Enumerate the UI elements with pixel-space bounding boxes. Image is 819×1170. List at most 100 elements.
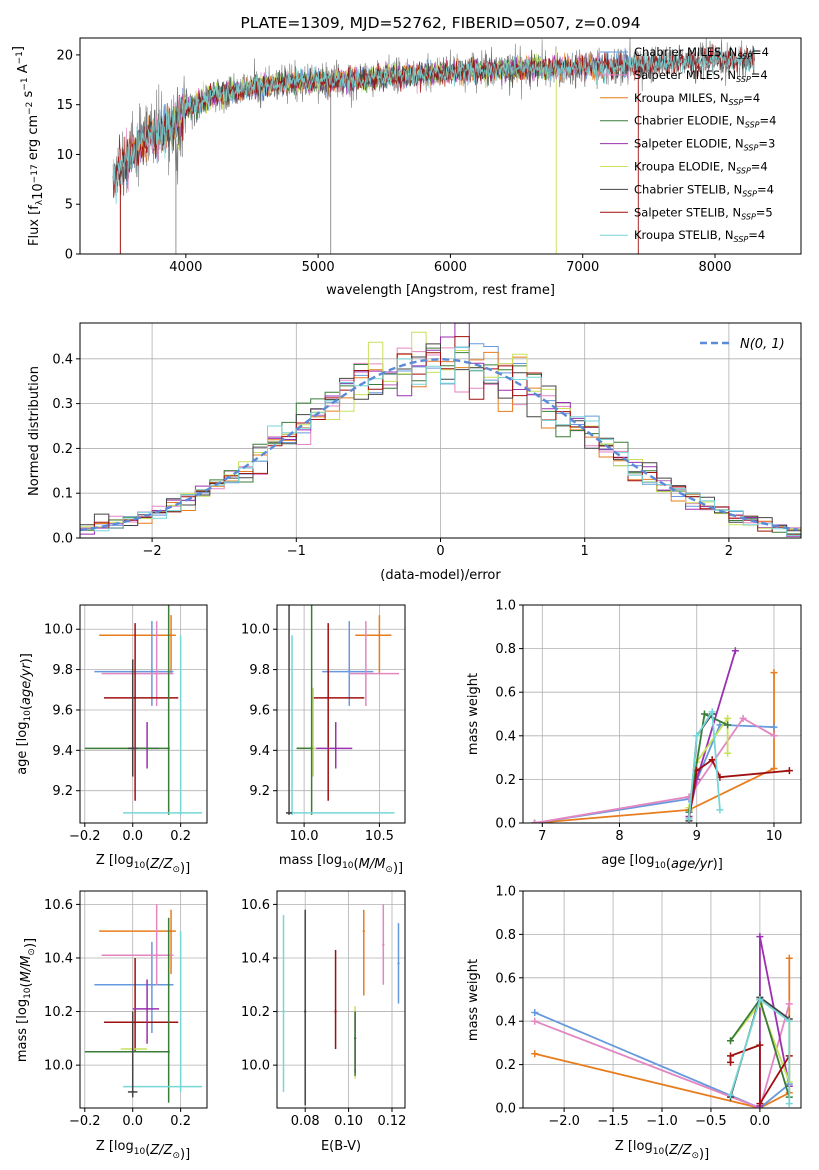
errorbar-chabrier-elodie [353,1011,357,1076]
axes-Z-mass: −0.2 0.0 0.210.010.210.410.6Z [log10(Z/Z⊙)… [15,890,208,1162]
weight-marker [531,1017,539,1025]
weight-marker [716,806,724,814]
y-axis-label: Flux [fλ10−17 erg cm−2 s−1 A−1] [11,46,46,246]
errorbar-chabrier-miles [397,923,400,1004]
legend-sub: SSP [744,144,759,153]
x-tick-label: 10.5 [365,829,394,844]
x-axis-label: mass [log10(M/M⊙)] [279,853,403,876]
weight-marker [531,1009,539,1017]
legend-nssp: =4 [743,91,760,105]
axes-spectrum: 4000 5000 6000 7000 8000 0 5 10 15 20 PLATE=1309, … [11,14,802,298]
y-tick-label: 10 [56,148,73,163]
ticks: 10.0 10.5 9.2 9.4 9.6 9.8 10.0 [241,623,394,844]
weight-marker [785,1100,793,1108]
weights-salpeter-miles [531,714,778,823]
label-part: 10 [23,987,33,999]
label-part: Z/Z [149,1143,173,1158]
label-part: ⊙ [172,1151,180,1161]
legend-label-kroupa-stelib: Kroupa STELIB, NSSP=4 [634,228,765,244]
x-tick-label: 1 [581,544,589,559]
weight-marker [756,1041,764,1049]
label-part: )] [180,861,190,876]
x-axis-label: Z [log10(Z/Z⊙)] [96,853,190,876]
legend-name: Salpeter MILES, N [634,68,736,82]
y-tick-label: 0.2 [495,773,516,788]
errorbar-kroupa-miles [362,909,365,996]
legend-name: Chabrier MILES, N [634,45,737,59]
y-axis-label: mass weight [466,959,481,1041]
weight-marker [727,1037,735,1045]
label-part: ( [664,1143,669,1158]
plot-area [84,904,203,1103]
weight-marker [708,708,716,716]
y-tick-label: 0.8 [495,642,516,657]
label-part: 10 [134,861,146,871]
label-part: 10 [31,183,46,200]
label-part: ( [145,1143,150,1158]
weight-marker [727,1052,735,1060]
point-salpeter-miles [155,954,158,957]
point-chabrier-elodie [167,1050,170,1053]
legend-name: Salpeter ELODIE, N [634,137,744,151]
point-chabrier-miles [150,670,154,673]
x-axis-label: (data-model)/error [380,568,501,583]
ticks: 0.08 0.10 0.12 10.0 10.2 10.4 10.6 [241,898,406,1129]
errorbar-salpeter-miles [101,621,174,706]
weights-kroupa-stelib [685,708,724,823]
y-tick-label: 0.6 [495,971,516,986]
x-tick-label: 6000 [434,260,467,275]
weight-marker [756,933,764,941]
errorbar-salpeter-stelib [103,623,179,801]
point-kroupa-miles [169,929,173,933]
x-tick-label: 10 [766,829,783,844]
label-part: ⊙ [27,948,37,956]
errorbar-chabrier-elodie [84,605,170,815]
y-tick-label: 9.4 [52,744,73,759]
legend-sub: SSP [729,98,744,107]
x-tick-label: 0.08 [291,1114,320,1129]
label-part: −1 [20,77,30,90]
y-tick-label: 0.0 [52,532,73,547]
weights-line [729,1043,791,1107]
label-part: Z/Z [668,1143,692,1158]
legend-label-kroupa-elodie: Kroupa ELODIE, NSSP=4 [634,160,768,176]
x-tick-label: −0.2 [69,1114,101,1129]
y-tick-label: 10.0 [44,1059,73,1074]
x-tick-label: 0.0 [122,829,143,844]
x-tick-label: −2.0 [548,1114,580,1129]
point-chabrier-stelib [304,1010,307,1013]
legend-sub: SSP [734,235,749,244]
y-tick-label: 9.4 [249,744,270,759]
legend-nssp: =3 [758,137,775,151]
label-part: ( [666,857,671,872]
point-salpeter-stelib [327,696,330,700]
point-salpeter-elodie [334,747,337,750]
x-tick-label: 7 [538,829,546,844]
legend-sub: SSP [736,75,751,84]
errorbar-salpeter-elodie [316,722,353,769]
y-tick-label: 5 [65,198,73,213]
plot-area [80,323,801,538]
weight-marker [756,996,764,1003]
legend-label-salpeter-miles: Salpeter MILES, NSSP=4 [634,68,768,84]
label-part: ( [145,857,150,872]
weight-marker [756,1100,764,1108]
x-tick-label: −0.5 [695,1114,727,1129]
y-tick-label: 0.0 [495,817,516,832]
x-tick-label: 8000 [698,260,731,275]
point-salpeter-miles [382,943,385,946]
y-tick-label: 0 [65,248,73,263]
plot-area [286,605,399,815]
y-tick-label: 10.0 [241,623,270,638]
axes-frame [276,890,406,1109]
legend: N(0, 1) [700,337,785,352]
plot-area [112,38,755,254]
spectrum-model-kroupa-stelib [112,45,755,205]
label-part: age/yr [19,662,34,705]
point-kroupa-stelib [179,811,182,815]
y-tick-label: 1.0 [495,599,516,614]
grid [80,605,207,823]
x-tick-label: −1.5 [597,1114,629,1129]
legend-nssp: =4 [752,45,769,59]
label-part: s [21,90,36,101]
